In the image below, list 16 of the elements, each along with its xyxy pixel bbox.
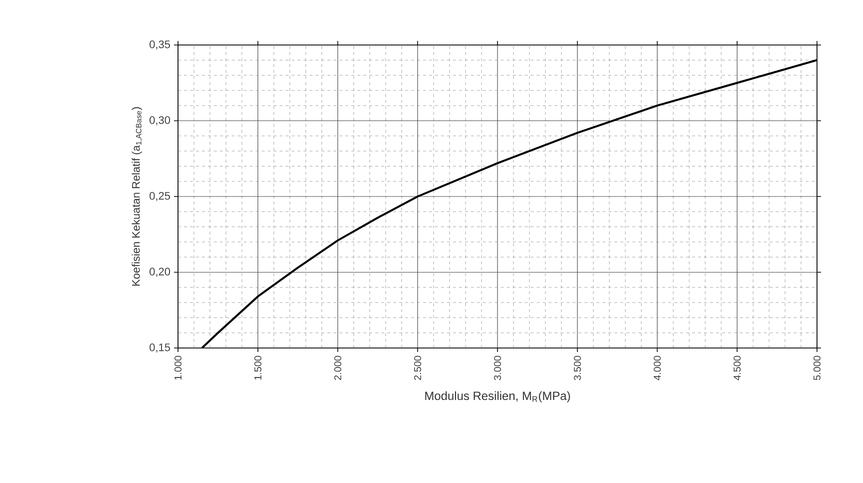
x-tick-label: 2.500 <box>414 356 422 380</box>
x-tick-label: 4.500 <box>734 356 741 380</box>
y-tick-label: 0,15 <box>150 343 170 353</box>
x-tick-label: 1.000 <box>174 356 182 380</box>
x-tick-label: 4.000 <box>654 356 661 380</box>
x-tick-label: 2.000 <box>334 356 342 380</box>
x-tick-label: 1.500 <box>254 356 262 380</box>
x-tick-label: 5.000 <box>813 356 821 380</box>
y-tick-label: 0,35 <box>150 40 170 50</box>
x-tick-label: 3.000 <box>494 356 502 380</box>
y-tick-label: 0,25 <box>150 192 170 202</box>
x-tick-label: 3.500 <box>574 356 581 380</box>
y-axis-title: Koefisien Kekuatan Relatif (a$_{1,ACBase}$) <box>132 107 142 286</box>
x-axis-title: Modulus Resilien, M$_{R}$(MPa) <box>425 391 570 402</box>
y-tick-label: 0,20 <box>150 268 170 277</box>
y-tick-label: 0,30 <box>150 116 170 126</box>
